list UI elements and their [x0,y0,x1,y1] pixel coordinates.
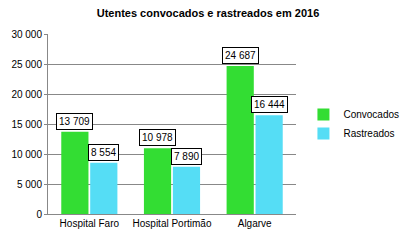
svg-text:30 000: 30 000 [11,29,42,40]
svg-text:Rastreados: Rastreados [343,128,394,139]
svg-text:Algarve: Algarve [238,218,272,229]
svg-text:5 000: 5 000 [17,179,42,190]
svg-text:Utentes convocados e rastreado: Utentes convocados e rastreados em 2016 [97,7,320,19]
svg-text:Convocados: Convocados [343,109,399,120]
svg-text:13 709: 13 709 [59,116,90,127]
svg-text:16 444: 16 444 [254,99,285,110]
svg-text:24 687: 24 687 [225,50,256,61]
svg-text:15 000: 15 000 [11,119,42,130]
svg-text:7 890: 7 890 [174,151,199,162]
svg-text:10 978: 10 978 [142,132,173,143]
svg-text:20 000: 20 000 [11,89,42,100]
svg-text:Hospital Faro: Hospital Faro [60,218,120,229]
svg-text:25 000: 25 000 [11,59,42,70]
svg-text:10 000: 10 000 [11,149,42,160]
svg-text:Hospital Portimão: Hospital Portimão [133,218,212,229]
svg-text:8 554: 8 554 [91,147,116,158]
svg-text:0: 0 [36,209,42,220]
